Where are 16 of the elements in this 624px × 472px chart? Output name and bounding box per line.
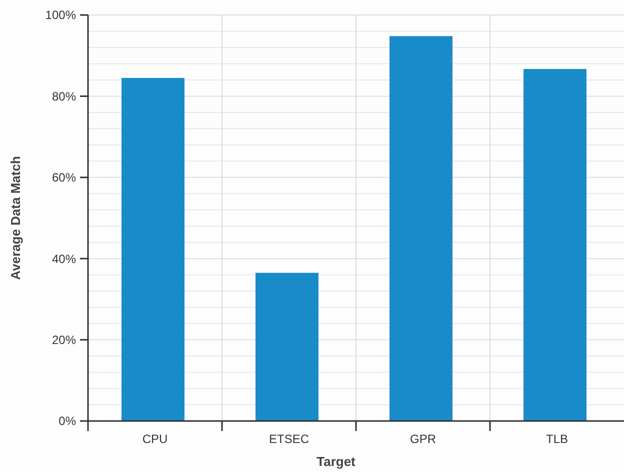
bar <box>122 78 184 421</box>
y-tick-label: 20% <box>52 333 76 347</box>
y-axis-title: Average Data Match <box>8 156 23 280</box>
y-tick-label: 0% <box>58 414 76 428</box>
y-tick-label: 80% <box>52 89 76 104</box>
y-tick-label: 40% <box>52 252 76 266</box>
x-tick-label: ETSEC <box>268 432 310 446</box>
x-tick-label: GPR <box>410 432 436 446</box>
y-tick-label: 100% <box>45 8 76 22</box>
bar <box>256 272 318 421</box>
bar <box>524 69 586 421</box>
x-axis-title: Target <box>316 454 356 469</box>
bar <box>390 36 452 421</box>
y-tick-label: 60% <box>52 170 76 185</box>
x-tick-label: TLB <box>546 432 568 446</box>
x-tick-label: CPU <box>142 432 168 446</box>
